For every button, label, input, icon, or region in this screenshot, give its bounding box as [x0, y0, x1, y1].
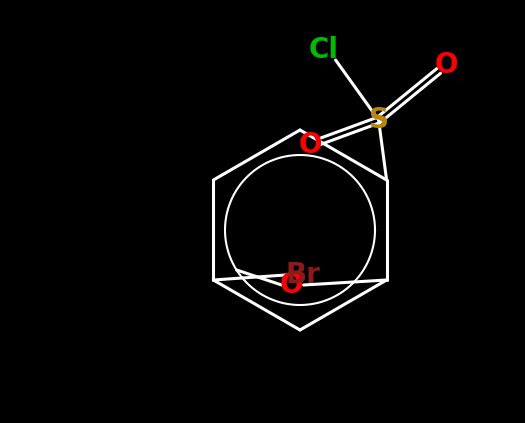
Text: S: S: [369, 106, 388, 134]
Text: O: O: [299, 131, 322, 159]
Text: O: O: [435, 51, 458, 79]
Text: Cl: Cl: [309, 36, 339, 64]
Text: Br: Br: [286, 261, 321, 289]
Text: O: O: [280, 271, 303, 299]
